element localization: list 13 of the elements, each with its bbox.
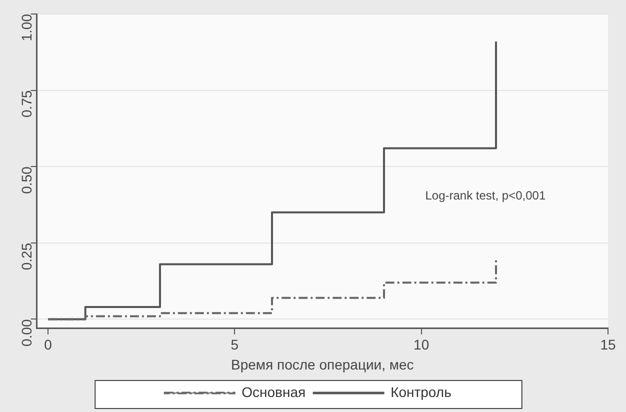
x-tick-label: 10 bbox=[414, 336, 430, 353]
legend-label: Основная bbox=[242, 384, 306, 400]
x-tick-label: 0 bbox=[44, 336, 52, 353]
y-tick-label: 1.00 bbox=[18, 14, 35, 42]
y-tick-label: 0.00 bbox=[18, 319, 35, 346]
y-tick-label: 0.25 bbox=[18, 242, 35, 270]
y-tick-label: 0.50 bbox=[18, 166, 35, 194]
x-axis-title: Время после операции, мес bbox=[231, 356, 414, 372]
legend-label: Контроль bbox=[390, 384, 452, 400]
x-tick-label: 15 bbox=[600, 336, 616, 353]
x-tick-label: 5 bbox=[230, 336, 239, 353]
y-tick-label: 0.75 bbox=[18, 90, 35, 118]
annotation: Log-rank test, p<0,001 bbox=[425, 188, 546, 203]
